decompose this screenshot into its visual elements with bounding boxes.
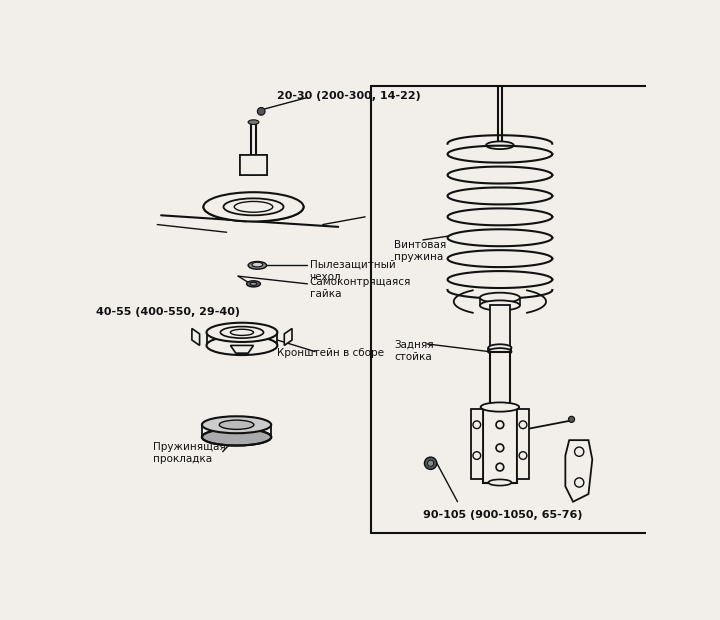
Ellipse shape — [248, 120, 259, 125]
Ellipse shape — [207, 336, 277, 355]
Polygon shape — [240, 155, 267, 174]
Polygon shape — [284, 329, 292, 345]
Circle shape — [257, 107, 265, 115]
Ellipse shape — [488, 348, 511, 355]
Bar — [490, 352, 510, 444]
Text: Пылезащитный
чехол: Пылезащитный чехол — [310, 260, 395, 281]
Text: 90-105 (900-1050, 65-76): 90-105 (900-1050, 65-76) — [423, 510, 582, 520]
Ellipse shape — [250, 282, 257, 285]
Ellipse shape — [207, 323, 277, 342]
Circle shape — [425, 457, 437, 469]
Bar — [483, 405, 517, 482]
Ellipse shape — [488, 344, 511, 351]
Text: 40-55 (400-550, 29-40): 40-55 (400-550, 29-40) — [96, 307, 240, 317]
Polygon shape — [565, 440, 593, 502]
Ellipse shape — [220, 327, 264, 338]
Text: Винтовая
пружина: Винтовая пружина — [395, 240, 446, 262]
Ellipse shape — [486, 141, 514, 149]
Text: Задняя
стойка: Задняя стойка — [395, 340, 434, 361]
Polygon shape — [192, 329, 199, 345]
Bar — [471, 409, 483, 479]
Ellipse shape — [252, 262, 263, 267]
Ellipse shape — [480, 293, 520, 303]
Text: Самоконтрящаяся
гайка: Самоконтрящаяся гайка — [310, 277, 411, 298]
Ellipse shape — [246, 281, 261, 287]
Circle shape — [568, 416, 575, 422]
Ellipse shape — [219, 420, 254, 430]
Text: 20-30 (200-300, 14-22): 20-30 (200-300, 14-22) — [276, 91, 420, 101]
Ellipse shape — [202, 416, 271, 433]
Bar — [517, 409, 529, 479]
Ellipse shape — [248, 262, 266, 269]
Circle shape — [428, 460, 433, 466]
Bar — [490, 306, 510, 348]
Ellipse shape — [481, 402, 519, 412]
Text: Кронштейн в сборе: Кронштейн в сборе — [276, 348, 384, 358]
Polygon shape — [230, 345, 253, 353]
Ellipse shape — [202, 428, 271, 446]
Ellipse shape — [480, 301, 520, 311]
Ellipse shape — [488, 479, 511, 485]
Ellipse shape — [204, 192, 304, 221]
Text: Пружинящая
прокладка: Пружинящая прокладка — [153, 443, 226, 464]
